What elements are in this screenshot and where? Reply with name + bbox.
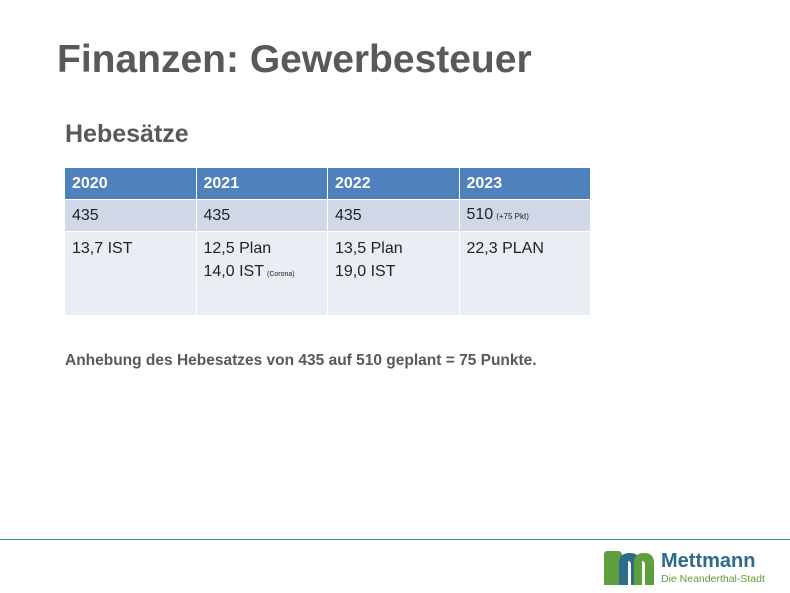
header-cell-2022: 2022: [327, 167, 460, 200]
cell-rate-2023: 510 (+75 Pkt): [458, 199, 591, 232]
mettmann-m-logo-icon: [604, 551, 654, 585]
cell-rate-2021: 435: [195, 199, 328, 232]
header-cell-2023: 2023: [458, 167, 591, 200]
cell-line-ist: 19,0 IST: [335, 263, 396, 280]
cell-rate-2020: 435: [64, 199, 197, 232]
cell-value: 435: [72, 207, 99, 224]
cell-income-2020: 13,7 IST: [64, 231, 197, 316]
cell-value: 510: [466, 206, 494, 223]
table-row-hebesatz: 435 435 435 510 (+75 Pkt): [64, 199, 591, 232]
cell-income-2022: 13,5 Plan 19,0 IST: [327, 231, 460, 316]
cell-income-2023: 22,3 PLAN: [458, 231, 591, 316]
cell-footnote: (+75 Pkt): [496, 212, 529, 221]
table-row-ertrag: 13,7 IST 12,5 Plan 14,0 IST (Corona) 13,5…: [64, 231, 591, 316]
cell-line-plan: 12,5 Plan: [203, 240, 272, 257]
slide-title: Finanzen: Gewerbesteuer: [57, 38, 532, 81]
cell-line-ist: 14,0 IST (Corona): [204, 260, 328, 286]
logo-name: Mettmann: [661, 550, 756, 572]
cell-value: 13,7 IST: [72, 240, 133, 257]
section-title: Hebesätze: [65, 120, 189, 148]
logo-tagline: Die Neanderthal-Stadt: [661, 573, 765, 585]
cell-footnote: (Corona): [266, 271, 295, 278]
cell-value: 22,3 PLAN: [466, 240, 544, 257]
cell-income-2021: 12,5 Plan 14,0 IST (Corona): [195, 231, 328, 316]
cell-value: 14,0 IST: [203, 263, 264, 280]
footer-divider: [0, 539, 790, 540]
cell-value: 435: [335, 207, 362, 224]
cell-line-plan: 13,5 Plan: [335, 240, 403, 257]
table-header-row: 2020 2021 2022 2023: [64, 167, 591, 200]
cell-rate-2022: 435: [327, 199, 460, 232]
mettmann-logo: Mettmann Die Neanderthal-Stadt: [604, 549, 784, 587]
header-cell-2021: 2021: [195, 167, 328, 200]
summary-note: Anhebung des Hebesatzes von 435 auf 510 …: [65, 352, 537, 369]
hebesaetze-table: 2020 2021 2022 2023 435 435 435 510 (+75 …: [64, 167, 591, 316]
header-cell-2020: 2020: [64, 167, 197, 200]
cell-value: 435: [203, 207, 231, 224]
